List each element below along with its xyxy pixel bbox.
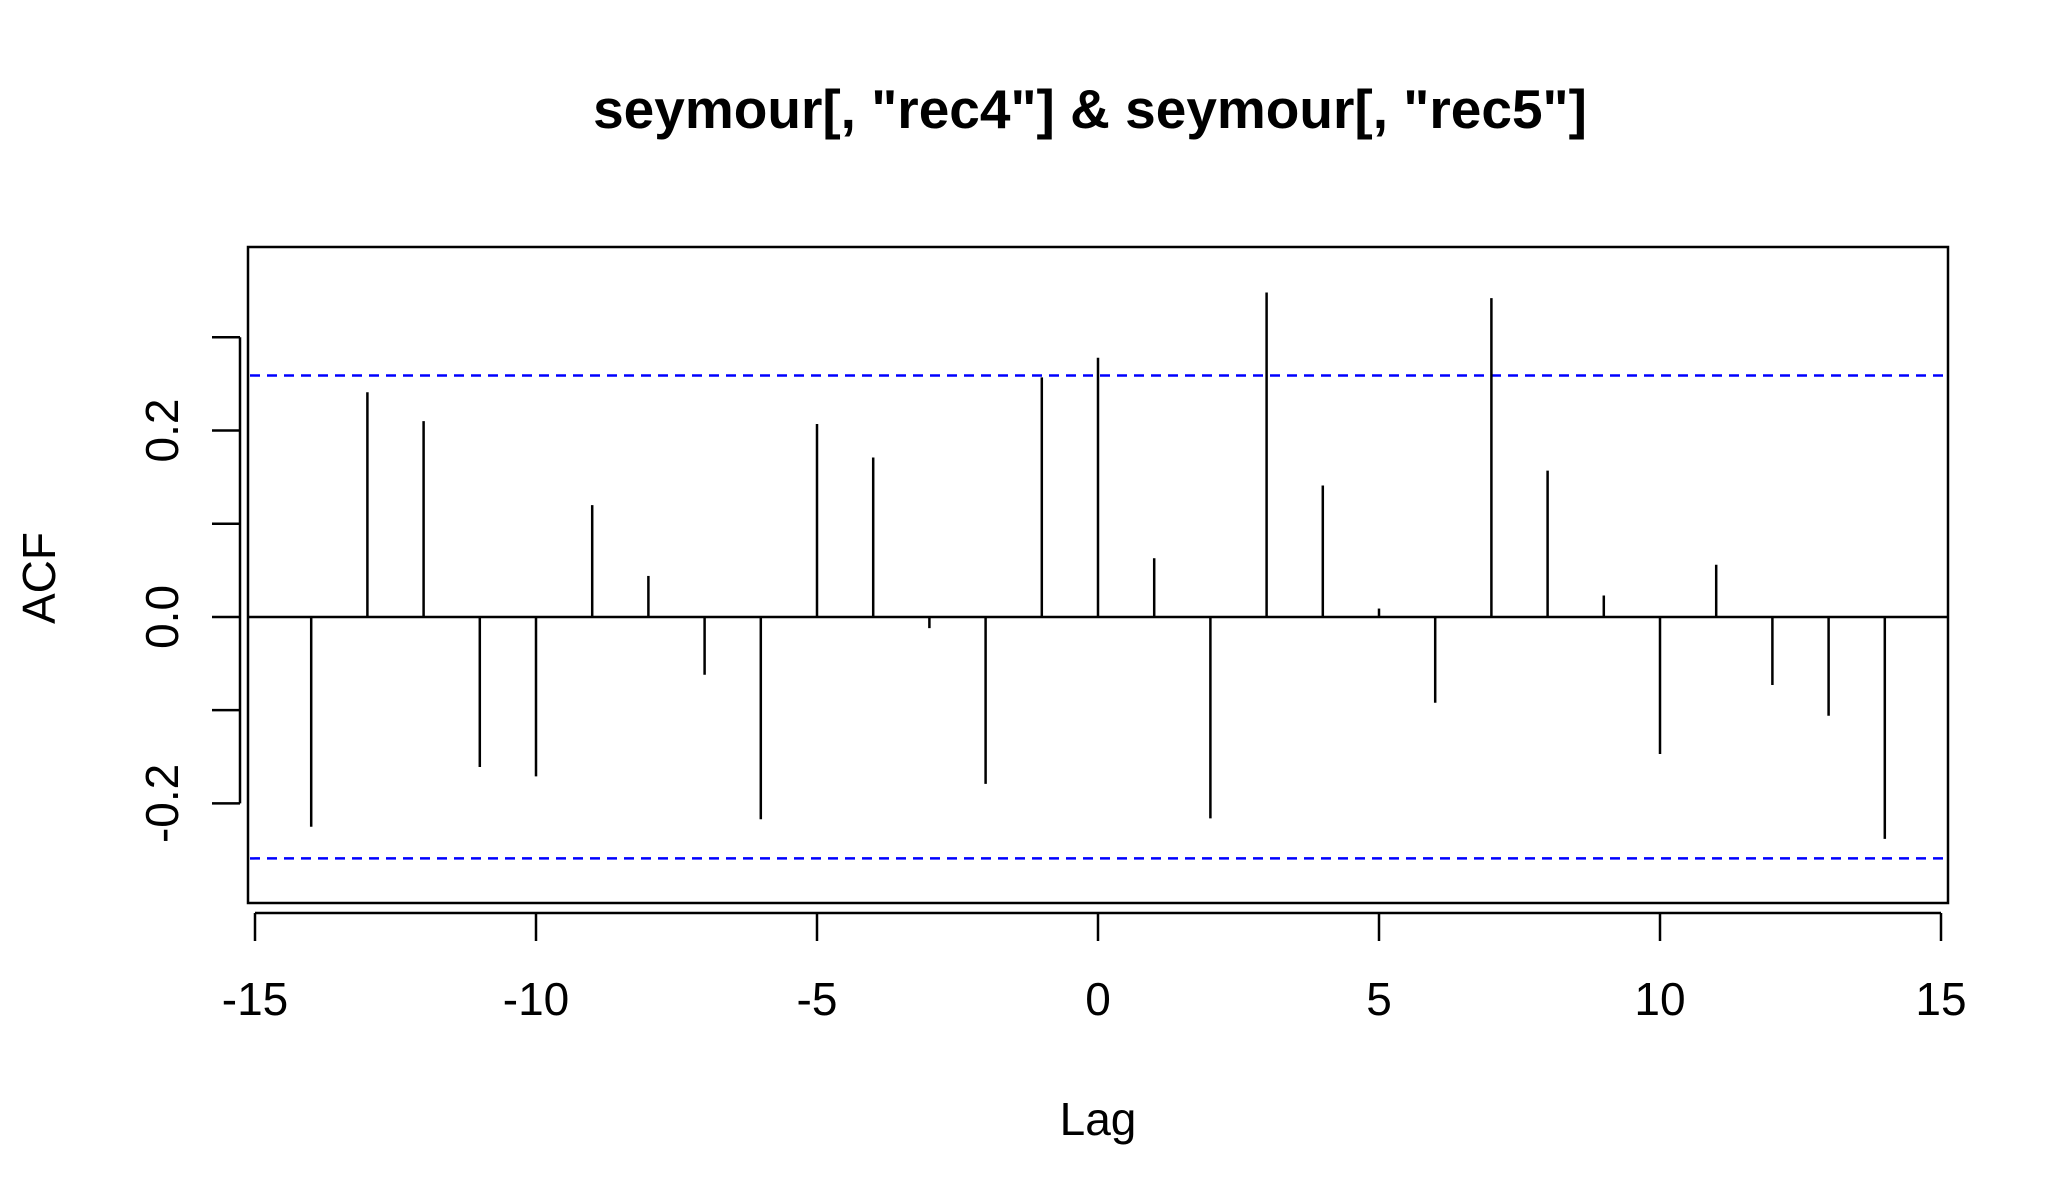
plot-frame bbox=[246, 245, 1950, 905]
x-tick-label: -10 bbox=[503, 973, 569, 1025]
x-tick-label: -5 bbox=[797, 973, 838, 1025]
x-tick-label: -15 bbox=[222, 973, 288, 1025]
x-tick-label: 0 bbox=[1085, 973, 1111, 1025]
y-axis-label: ACF bbox=[13, 532, 65, 624]
x-tick-label: 5 bbox=[1366, 973, 1392, 1025]
y-tick-label: 0.2 bbox=[136, 399, 188, 463]
x-tick-label: 10 bbox=[1634, 973, 1685, 1025]
x-axis-label: Lag bbox=[1060, 1093, 1137, 1145]
y-tick-label: 0.0 bbox=[136, 585, 188, 649]
chart-title: seymour[, "rec4"] & seymour[, "rec5"] bbox=[593, 78, 1587, 140]
x-tick-label: 15 bbox=[1915, 973, 1966, 1025]
y-tick-label: -0.2 bbox=[136, 764, 188, 843]
